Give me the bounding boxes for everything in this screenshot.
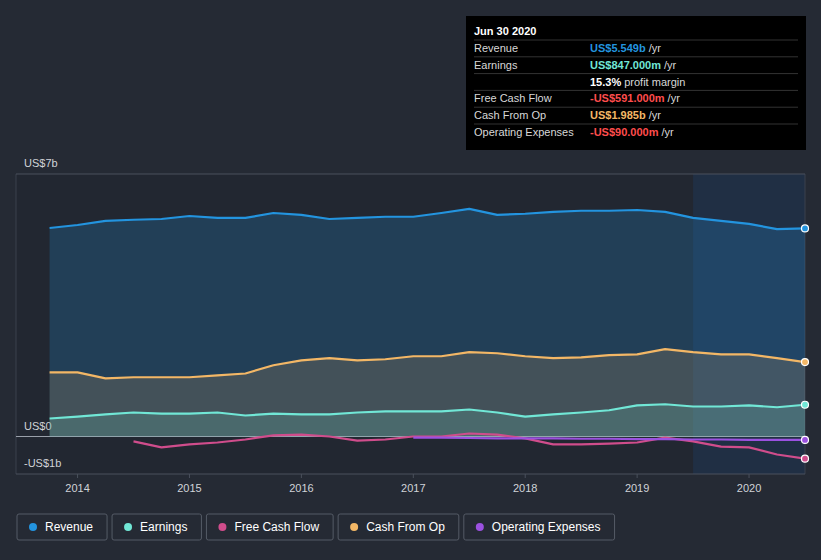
- tooltip-value: US$847.000m: [590, 59, 661, 71]
- end-point: [802, 436, 809, 443]
- legend-item[interactable]: Free Cash Flow: [206, 514, 333, 540]
- tooltip-value-line: -US$90.000m/yr: [590, 126, 674, 138]
- series-line: [50, 404, 805, 418]
- y-tick-label: US$0: [24, 420, 52, 432]
- tooltip-value-line: -US$591.000m/yr: [590, 92, 680, 104]
- axis-frame: [16, 174, 17, 474]
- legend-item[interactable]: Operating Expenses: [464, 514, 615, 540]
- x-tick-label: 2014: [65, 482, 89, 494]
- end-point: [802, 455, 809, 462]
- tooltip-value-line: US$847.000m/yr: [590, 59, 677, 71]
- tooltip-label: Earnings: [474, 59, 518, 71]
- tooltip-value: -US$591.000m: [590, 92, 665, 104]
- x-tick: [413, 474, 414, 478]
- x-tick-label: 2016: [289, 482, 313, 494]
- legend-label: Cash From Op: [366, 520, 445, 534]
- data-group: [50, 209, 805, 459]
- series-line: [413, 438, 805, 440]
- tooltip-separator: [474, 107, 798, 108]
- x-tick: [749, 474, 750, 478]
- legend-swatch: [218, 523, 226, 531]
- tooltip-separator: [474, 40, 798, 41]
- tooltip-separator: [474, 73, 798, 74]
- series-line: [50, 349, 805, 378]
- tooltip-unit: /yr: [649, 42, 662, 54]
- legend-swatch: [476, 523, 484, 531]
- series-area: [50, 209, 805, 437]
- legend-box[interactable]: [206, 514, 333, 540]
- legend-item[interactable]: Cash From Op: [338, 514, 459, 540]
- x-tick: [637, 474, 638, 478]
- plot-area: [16, 174, 805, 474]
- x-tick: [525, 474, 526, 478]
- legend-box[interactable]: [464, 514, 615, 540]
- tooltip-unit: profit margin: [624, 76, 685, 88]
- tooltip-separator: [474, 90, 798, 91]
- x-tick: [301, 474, 302, 478]
- legend-item[interactable]: Earnings: [112, 514, 201, 540]
- x-tick-label: 2019: [625, 482, 649, 494]
- tooltip-unit: /yr: [662, 126, 675, 138]
- tooltip-unit: /yr: [664, 59, 677, 71]
- legend-box[interactable]: [112, 514, 201, 540]
- series-line: [134, 434, 805, 459]
- x-tick-label: 2015: [177, 482, 201, 494]
- tooltip-unit: /yr: [668, 92, 681, 104]
- series-area: [50, 349, 805, 436]
- tooltip-label: Free Cash Flow: [474, 92, 552, 104]
- y-tick-label: -US$1b: [24, 457, 61, 469]
- end-point: [802, 401, 809, 408]
- end-point: [802, 225, 809, 232]
- tooltip-value: 15.3%: [590, 76, 621, 88]
- tooltip-label: Operating Expenses: [474, 126, 574, 138]
- tooltip-box: [466, 16, 806, 150]
- legend-swatch: [124, 523, 132, 531]
- legend-label: Revenue: [45, 520, 93, 534]
- tooltip-unit: /yr: [649, 109, 662, 121]
- tooltip-value-line: US$5.549b/yr: [590, 42, 661, 54]
- tooltip-value-line: 15.3%profit margin: [590, 76, 685, 88]
- x-tick: [77, 474, 78, 478]
- legend-box[interactable]: [17, 514, 107, 540]
- tooltip-separator: [474, 124, 798, 125]
- x-tick-label: 2018: [513, 482, 537, 494]
- y-tick-label: US$7b: [24, 157, 58, 169]
- background: [0, 0, 821, 560]
- grid-line: [16, 174, 805, 175]
- tooltip-value: -US$90.000m: [590, 126, 659, 138]
- tooltip-title: Jun 30 2020: [474, 25, 536, 37]
- x-tick-label: 2017: [401, 482, 425, 494]
- end-point: [802, 359, 809, 366]
- x-tick: [189, 474, 190, 478]
- legend-swatch: [29, 523, 37, 531]
- series-area: [50, 404, 805, 436]
- legend-box[interactable]: [338, 514, 459, 540]
- tooltip-separator: [474, 56, 798, 57]
- tooltip-value: US$1.985b: [590, 109, 646, 121]
- grid-line: [16, 474, 805, 475]
- legend-swatch: [350, 523, 358, 531]
- tooltip-value-line: US$1.985b/yr: [590, 109, 661, 121]
- tooltip-label: Cash From Op: [474, 109, 546, 121]
- tooltip-label: Revenue: [474, 42, 518, 54]
- series-line: [50, 209, 805, 229]
- legend-label: Earnings: [140, 520, 187, 534]
- legend-item[interactable]: Revenue: [17, 514, 107, 540]
- legend-label: Operating Expenses: [492, 520, 601, 534]
- x-tick-label: 2020: [737, 482, 761, 494]
- tooltip-value: US$5.549b: [590, 42, 646, 54]
- legend-label: Free Cash Flow: [234, 520, 319, 534]
